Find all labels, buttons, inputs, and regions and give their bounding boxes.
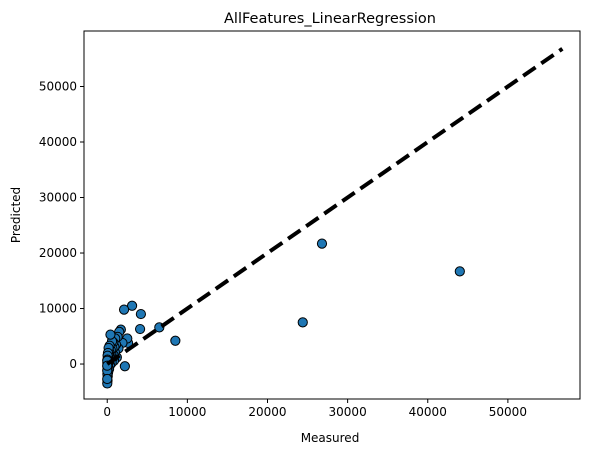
data-point: [134, 323, 146, 335]
y-tick-label: 50000: [39, 80, 77, 94]
x-tick-label: 0: [103, 405, 111, 419]
y-tick-label: 40000: [39, 135, 77, 149]
data-point: [119, 361, 130, 372]
x-tick-label: 20000: [248, 405, 286, 419]
x-tick-label: 50000: [489, 405, 527, 419]
data-point: [454, 266, 465, 277]
data-point: [135, 308, 146, 320]
y-axis-label: Predicted: [9, 187, 23, 243]
data-point: [170, 335, 181, 346]
y-tick-label: 10000: [39, 302, 77, 316]
plot-frame: [83, 30, 581, 400]
data-point: [105, 329, 116, 340]
y-tick-label: 0: [69, 357, 77, 371]
data-point: [126, 300, 138, 311]
x-tick-label: 10000: [168, 405, 206, 419]
x-axis-ticks: 0 10000 20000 30000 40000 50000: [103, 399, 527, 419]
data-point: [316, 238, 328, 249]
y-tick-label: 30000: [39, 191, 77, 205]
x-axis-label: Measured: [301, 431, 360, 445]
y-axis-ticks: 0 10000 20000 30000 40000 50000: [39, 80, 84, 371]
reference-line: [106, 47, 564, 366]
x-tick-label: 40000: [409, 405, 447, 419]
plot-area: [102, 47, 564, 389]
data-point: [297, 317, 308, 328]
y-tick-label: 20000: [39, 246, 77, 260]
chart-title: AllFeatures_LinearRegression: [224, 11, 436, 27]
data-point: [102, 373, 113, 385]
data-point: [118, 304, 130, 315]
x-tick-label: 30000: [329, 405, 367, 419]
